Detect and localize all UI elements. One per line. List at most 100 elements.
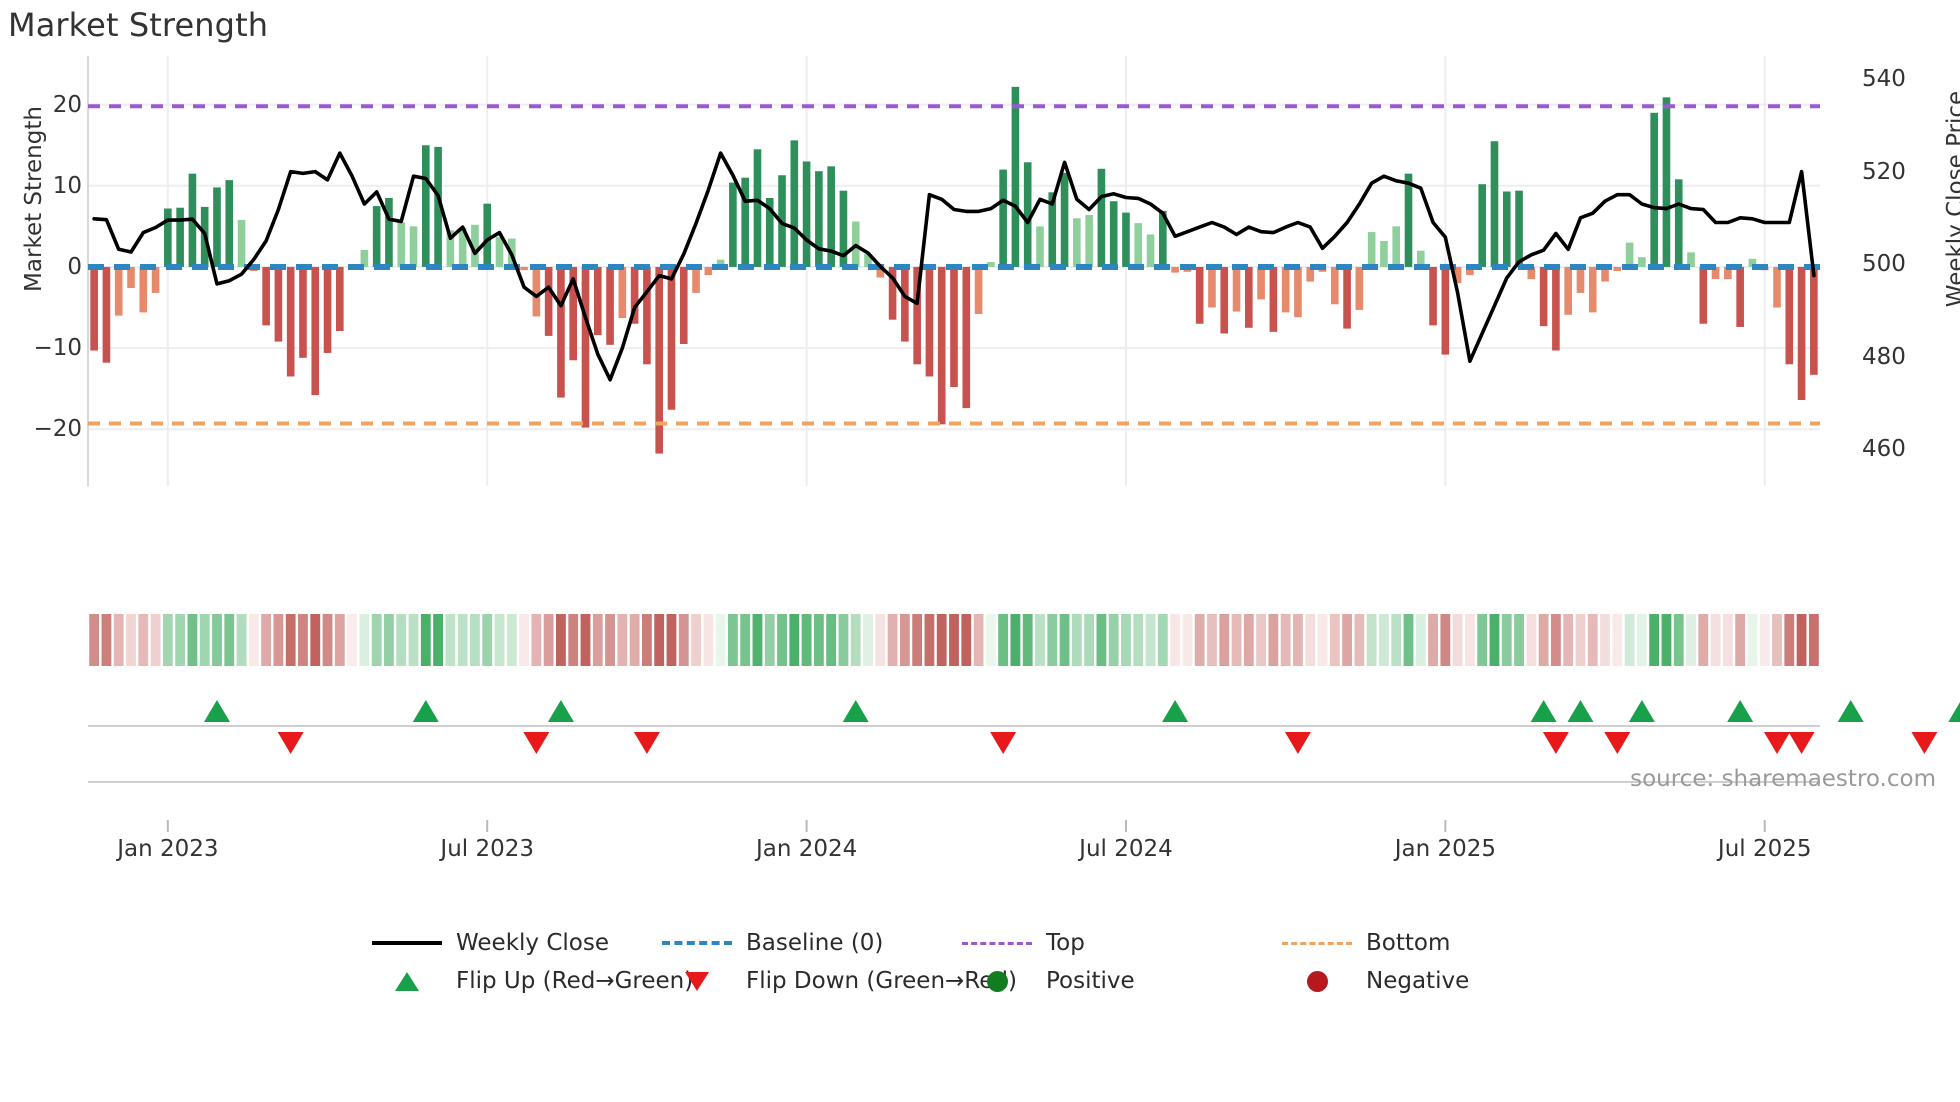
heat-cell-36 <box>531 614 542 666</box>
legend-item-positive[interactable]: Positive <box>960 962 1280 1000</box>
circle-marker-icon <box>1306 970 1328 992</box>
bar-26 <box>409 226 418 267</box>
heat-cell-116 <box>1514 614 1524 666</box>
heat-cell-23 <box>371 614 382 666</box>
heat-cell-8 <box>187 614 198 666</box>
flip-up-marker-10[interactable] <box>1948 700 1960 722</box>
heat-cell-86 <box>1145 614 1156 666</box>
flip-down-marker-2[interactable] <box>633 732 660 754</box>
bar-27 <box>421 145 430 267</box>
flip-up-marker-6[interactable] <box>1567 700 1594 722</box>
flip-down-marker-9[interactable] <box>1911 732 1938 754</box>
y-tick-left-1: 10 <box>52 172 82 199</box>
bar-29 <box>446 230 455 267</box>
legend-item-baseline-0[interactable]: Baseline (0) <box>660 924 960 962</box>
legend-line-icon <box>372 941 442 945</box>
heat-cell-3 <box>126 614 136 666</box>
bar-41 <box>593 266 602 336</box>
heat-cell-50 <box>703 614 714 666</box>
heat-cell-27 <box>420 614 431 666</box>
flip-up-marker-0[interactable] <box>203 700 230 722</box>
y-tick-left-3: −10 <box>33 335 82 362</box>
bar-132 <box>1711 266 1720 280</box>
legend-item-weekly-close[interactable]: Weekly Close <box>370 924 660 962</box>
bar-39 <box>569 266 578 361</box>
heat-cell-108 <box>1415 614 1426 666</box>
heat-cell-32 <box>482 614 493 666</box>
bar-131 <box>1699 266 1708 324</box>
heat-cell-34 <box>506 614 517 666</box>
flip-up-marker-8[interactable] <box>1727 700 1754 722</box>
flip-down-marker-8[interactable] <box>1788 732 1815 754</box>
heat-cell-128 <box>1661 614 1672 666</box>
flip-up-marker-3[interactable] <box>842 700 869 722</box>
legend-label: Baseline (0) <box>746 930 884 956</box>
bar-59 <box>815 171 823 267</box>
flip-down-marker-7[interactable] <box>1764 732 1791 754</box>
flip-up-marker-9[interactable] <box>1837 700 1864 722</box>
heat-cell-111 <box>1452 614 1463 666</box>
bar-78 <box>1048 192 1057 267</box>
heat-cell-70 <box>949 614 959 666</box>
heat-cell-125 <box>1624 614 1635 666</box>
bar-123 <box>1601 266 1609 282</box>
flip-down-marker-3[interactable] <box>990 732 1017 754</box>
bar-17 <box>299 266 307 358</box>
flip-down-marker-4[interactable] <box>1284 732 1311 754</box>
flip-down-marker-5[interactable] <box>1542 732 1569 754</box>
bar-120 <box>1564 266 1572 315</box>
flip-down-marker-6[interactable] <box>1604 732 1631 754</box>
heat-cell-124 <box>1612 614 1623 666</box>
bar-105 <box>1380 240 1388 267</box>
bar-55 <box>765 197 774 267</box>
heat-cell-81 <box>1084 614 1095 666</box>
heat-cell-7 <box>175 614 186 666</box>
bar-18 <box>311 266 320 396</box>
legend-item-negative[interactable]: Negative <box>1280 962 1580 1000</box>
y-tick-right-2: 500 <box>1862 251 1906 278</box>
bar-118 <box>1539 266 1548 327</box>
bar-128 <box>1662 97 1671 267</box>
bar-114 <box>1490 141 1499 267</box>
heat-cell-109 <box>1428 614 1438 666</box>
heat-cell-105 <box>1379 614 1389 666</box>
bar-133 <box>1724 266 1732 280</box>
heat-cell-52 <box>727 614 738 666</box>
bar-36 <box>532 266 541 317</box>
legend-item-bottom[interactable]: Bottom <box>1280 924 1580 962</box>
flip-up-marker-4[interactable] <box>1162 700 1189 722</box>
legend-item-flip-up-red-green[interactable]: Flip Up (Red→Green) <box>370 962 693 1000</box>
heat-cell-4 <box>138 614 149 666</box>
flip-up-marker-5[interactable] <box>1530 700 1557 722</box>
bar-95 <box>1257 266 1265 300</box>
heat-cell-30 <box>457 614 468 666</box>
heat-cell-22 <box>359 614 370 666</box>
flip-up-marker-1[interactable] <box>412 700 439 722</box>
flip-down-marker-0[interactable] <box>277 732 304 754</box>
bar-71 <box>962 266 971 409</box>
flip-up-marker-2[interactable] <box>547 700 574 722</box>
bar-127 <box>1650 112 1658 267</box>
flip-down-marker-1[interactable] <box>523 732 550 754</box>
bar-103 <box>1355 266 1364 310</box>
bar-19 <box>323 266 332 353</box>
flip-up-marker-7[interactable] <box>1628 700 1655 722</box>
bar-99 <box>1306 266 1315 282</box>
heat-cell-39 <box>568 614 579 666</box>
bar-138 <box>1785 266 1794 365</box>
heat-cell-91 <box>1207 614 1217 666</box>
heat-cell-114 <box>1489 614 1500 666</box>
heat-cell-73 <box>985 614 996 666</box>
heat-cell-85 <box>1133 614 1144 666</box>
heat-cell-47 <box>666 614 677 666</box>
bar-24 <box>385 197 393 267</box>
heat-cell-121 <box>1575 614 1586 666</box>
legend-item-flip-down-green-red[interactable]: Flip Down (Green→Red) <box>660 962 1017 1000</box>
heat-cell-6 <box>162 614 173 666</box>
heat-cell-67 <box>912 614 923 666</box>
legend-item-top[interactable]: Top <box>960 924 1280 962</box>
triangle-up-icon <box>395 971 419 991</box>
bar-50 <box>704 266 713 276</box>
bar-130 <box>1687 252 1695 267</box>
legend-dotted-line-icon <box>1282 941 1352 945</box>
